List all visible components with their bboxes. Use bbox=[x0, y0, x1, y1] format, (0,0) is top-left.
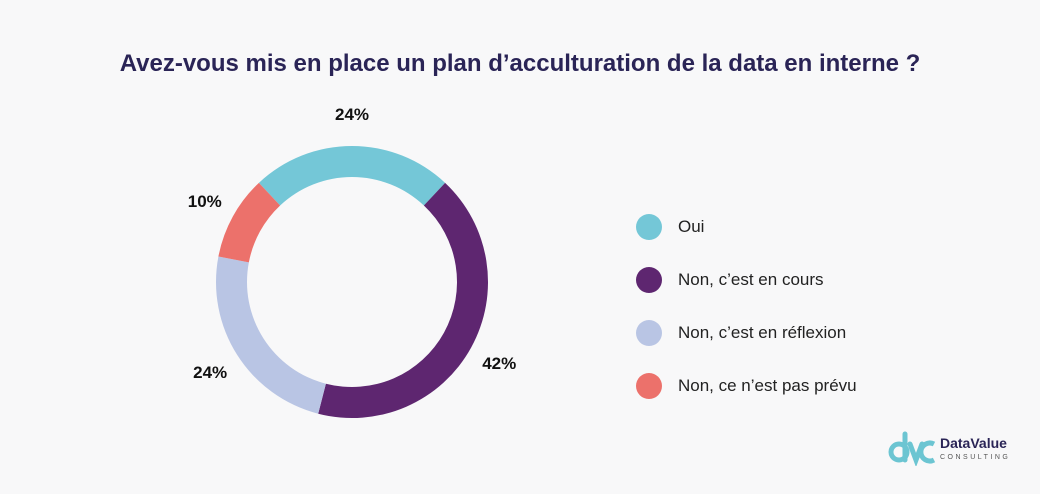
legend-item: Oui bbox=[636, 200, 857, 253]
legend-label: Non, c’est en cours bbox=[678, 269, 824, 289]
donut-slice-4 bbox=[218, 182, 281, 263]
data-label-3: 24% bbox=[193, 363, 227, 382]
chart-title: Avez-vous mis en place un plan d’accultu… bbox=[119, 50, 921, 77]
data-label-4: 10% bbox=[188, 192, 222, 211]
donut-slice-3 bbox=[216, 256, 326, 414]
legend-label: Non, ce n’est pas prévu bbox=[678, 375, 857, 395]
legend-swatch bbox=[636, 372, 662, 399]
datavalue-logo: DataValue CONSULTING bbox=[888, 430, 1010, 466]
legend-label: Non, c’est en réflexion bbox=[678, 322, 847, 342]
logo-name: DataValue bbox=[940, 434, 1007, 451]
dvc-logo-icon bbox=[888, 431, 936, 466]
legend-swatch bbox=[636, 319, 662, 346]
data-label-1: 24% bbox=[335, 105, 369, 124]
legend-swatch bbox=[636, 266, 662, 293]
logo-subtitle: CONSULTING bbox=[940, 453, 1011, 461]
legend-item: Non, ce n’est pas prévu bbox=[636, 359, 857, 412]
legend-item: Non, c’est en réflexion bbox=[636, 306, 857, 359]
data-label-2: 42% bbox=[482, 354, 516, 373]
donut-slice-2 bbox=[318, 182, 488, 418]
legend-swatch bbox=[636, 213, 662, 240]
legend-item: Non, c’est en cours bbox=[636, 253, 857, 306]
legend-label: Oui bbox=[678, 216, 705, 236]
donut-slice-1 bbox=[258, 145, 446, 206]
legend: Oui Non, c’est en cours Non, c’est en réfl… bbox=[636, 200, 857, 412]
